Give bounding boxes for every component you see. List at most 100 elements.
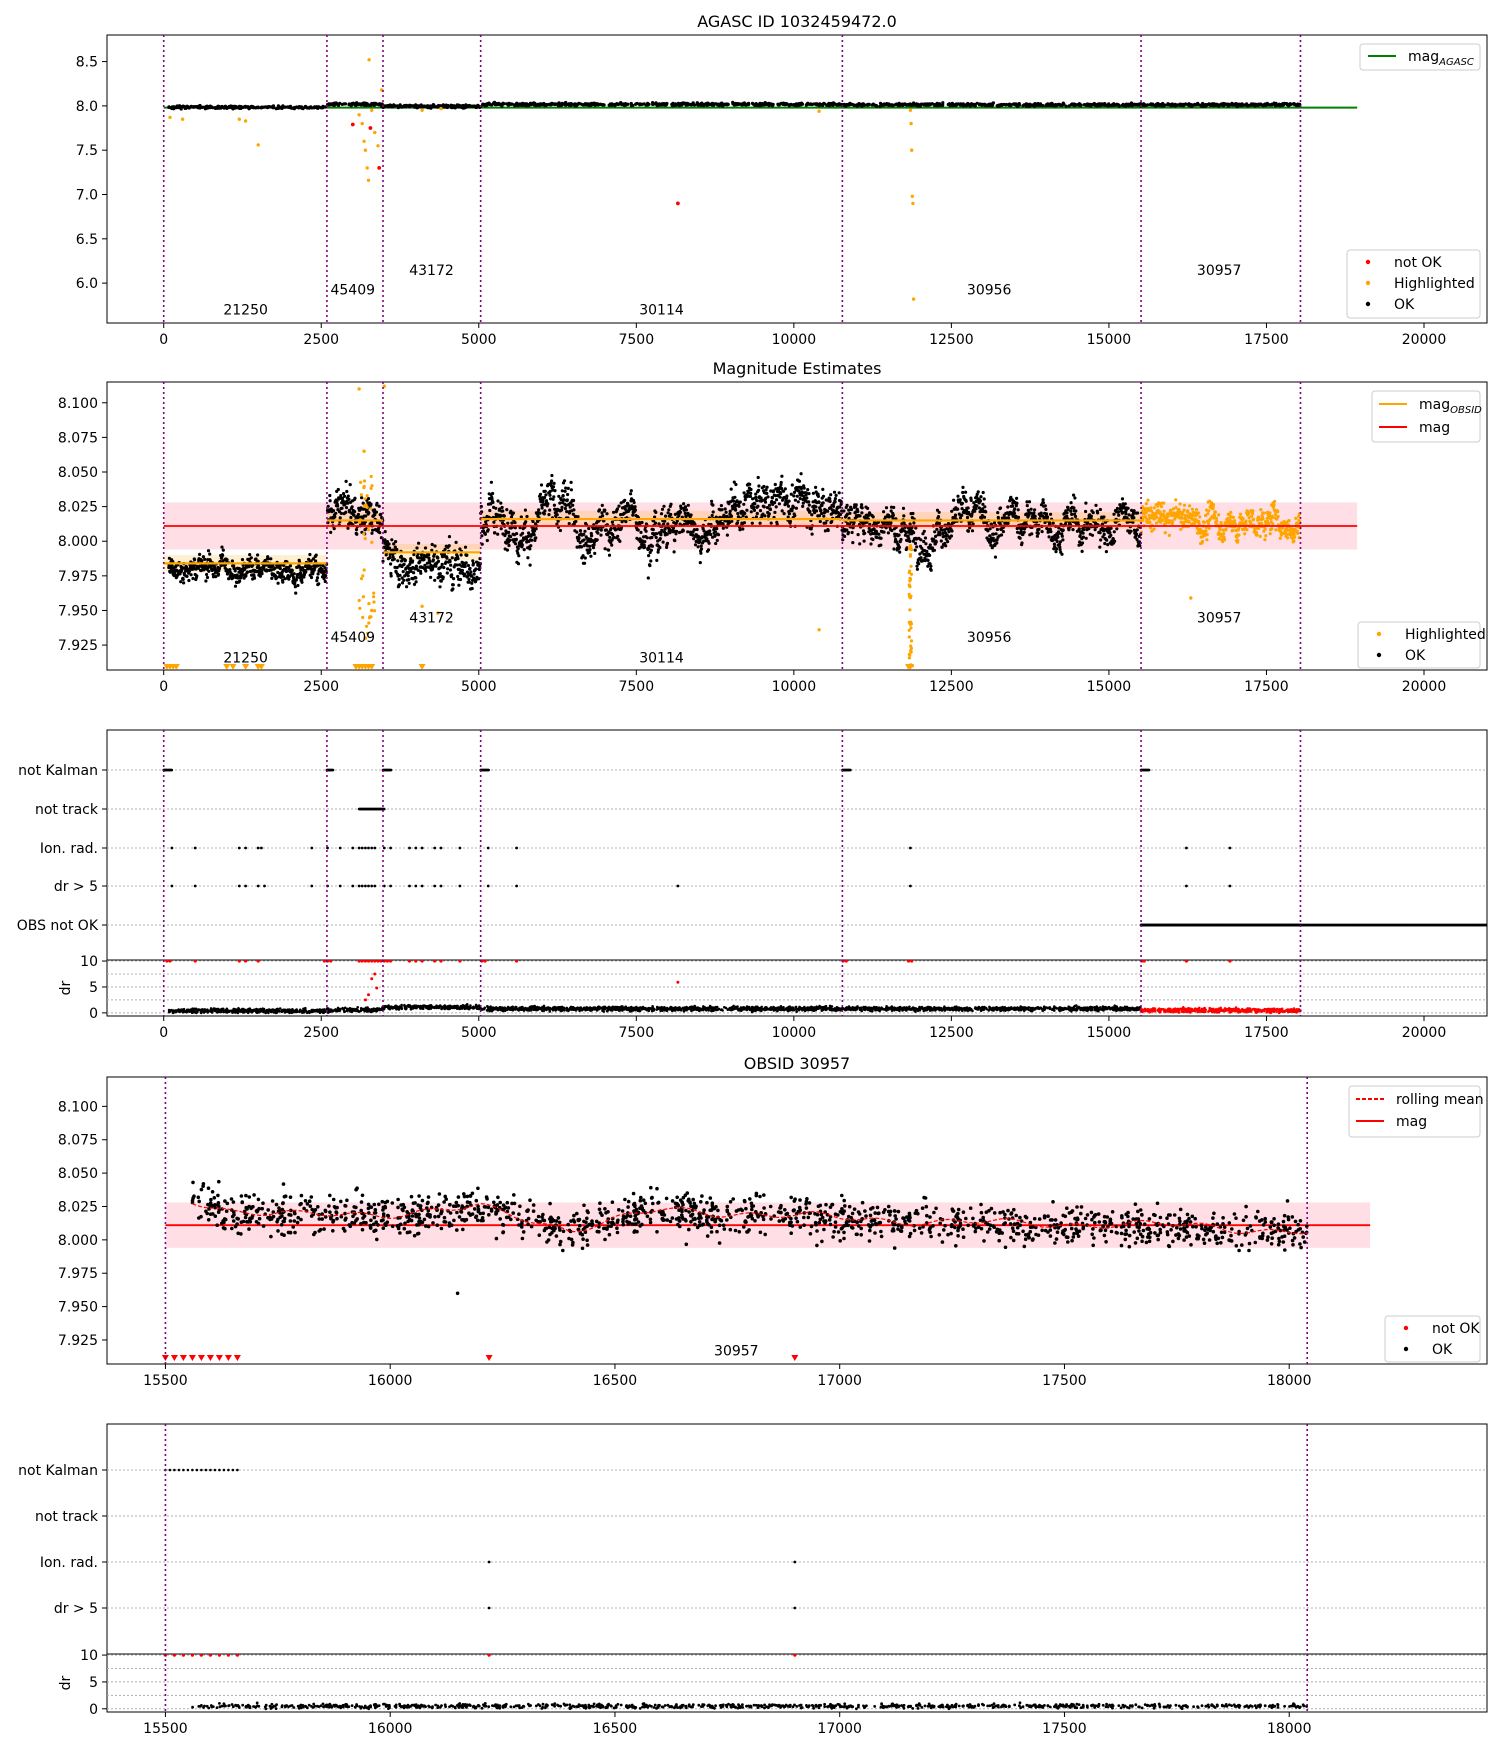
- ok-point: [1036, 531, 1040, 536]
- ok-point: [586, 102, 590, 106]
- ok-point: [995, 541, 999, 545]
- ok-point: [1112, 102, 1116, 106]
- ok-point: [1078, 534, 1082, 538]
- ok-point: [679, 506, 684, 510]
- ok-point: [669, 512, 673, 517]
- ok-point: [1067, 528, 1071, 532]
- ok-point: [915, 567, 920, 571]
- ok-point: [440, 562, 444, 567]
- ok-point: [663, 519, 667, 523]
- ok-point: [1057, 542, 1062, 547]
- ok-point: [1014, 102, 1018, 106]
- ok-point: [655, 102, 659, 106]
- ok-point: [601, 514, 605, 518]
- ok-point: [933, 530, 937, 534]
- ok-point: [1072, 493, 1076, 497]
- highlighted-point: [376, 144, 380, 148]
- ok-point: [1077, 102, 1081, 106]
- ok-point: [567, 522, 571, 526]
- ok-point: [367, 103, 371, 107]
- ok-point: [893, 103, 897, 107]
- ok-point: [367, 511, 371, 515]
- ok-point: [450, 556, 454, 560]
- ok-point: [477, 577, 481, 581]
- ok-point: [729, 514, 734, 518]
- ok-point: [459, 553, 463, 557]
- ok-point: [998, 506, 1003, 510]
- ok-point: [613, 528, 618, 532]
- ok-point: [409, 569, 413, 574]
- ok-point: [400, 576, 404, 580]
- ok-point: [765, 485, 769, 489]
- ok-point: [845, 512, 850, 516]
- chart-title: Magnitude Estimates: [713, 359, 882, 378]
- ok-point: [547, 513, 551, 517]
- ok-point: [852, 521, 856, 525]
- ok-point: [1183, 102, 1187, 106]
- ok-point: [1285, 103, 1289, 107]
- ok-point: [698, 561, 702, 565]
- x-tick-label: 15000: [1087, 679, 1132, 695]
- ok-point: [762, 484, 766, 489]
- ok-point: [282, 105, 286, 109]
- ok-point: [577, 101, 581, 105]
- highlighted-point: [420, 108, 424, 113]
- ok-point: [1048, 527, 1052, 531]
- ok-point: [1090, 533, 1095, 537]
- highlighted-point: [1156, 504, 1160, 508]
- ok-point: [911, 511, 915, 516]
- ok-point: [624, 520, 628, 524]
- ok-point: [653, 515, 657, 519]
- legend-box: [1357, 621, 1481, 669]
- ok-point: [553, 489, 557, 493]
- ok-point: [792, 494, 796, 498]
- ok-point: [837, 103, 842, 107]
- ok-point: [399, 554, 403, 559]
- ok-point: [269, 557, 273, 561]
- ok-point: [1135, 532, 1139, 536]
- ok-point: [1276, 103, 1280, 107]
- ok-point: [374, 102, 378, 106]
- ok-point: [969, 102, 974, 106]
- ok-point: [937, 510, 941, 514]
- axes-frame: [106, 381, 1488, 671]
- ok-point: [394, 540, 398, 544]
- ok-point: [494, 102, 499, 106]
- ok-point: [1072, 506, 1076, 510]
- ok-point: [344, 506, 349, 510]
- ok-point: [792, 490, 797, 494]
- ok-point: [428, 560, 432, 564]
- ok-point: [353, 496, 357, 500]
- ok-point: [1106, 104, 1110, 108]
- ok-point: [307, 557, 311, 562]
- ok-point: [323, 566, 327, 570]
- ok-point: [778, 495, 782, 499]
- ok-point: [1025, 500, 1029, 504]
- ok-point: [734, 503, 738, 508]
- ok-point: [980, 514, 984, 518]
- ok-point: [660, 507, 665, 511]
- ok-point: [695, 102, 699, 106]
- ok-point: [770, 499, 774, 504]
- ok-point: [582, 103, 586, 107]
- ok-point: [821, 102, 826, 106]
- ok-point: [491, 500, 495, 504]
- ok-point: [984, 521, 989, 525]
- ok-point: [860, 506, 864, 510]
- ok-point: [1015, 496, 1019, 500]
- ok-point: [838, 512, 843, 517]
- ok-point: [1001, 530, 1006, 534]
- ok-point: [534, 536, 538, 540]
- ok-point: [970, 529, 975, 533]
- ok-point: [293, 585, 297, 589]
- ok-point: [940, 545, 944, 549]
- ok-point: [632, 500, 636, 505]
- ok-point: [186, 105, 190, 109]
- highlighted-point: [908, 108, 913, 113]
- legend-not-ok: not OK: [1394, 255, 1442, 271]
- ok-point: [460, 568, 464, 573]
- x-tick-label: 20000: [1402, 679, 1447, 695]
- ok-point: [471, 561, 475, 566]
- ok-point: [184, 106, 188, 110]
